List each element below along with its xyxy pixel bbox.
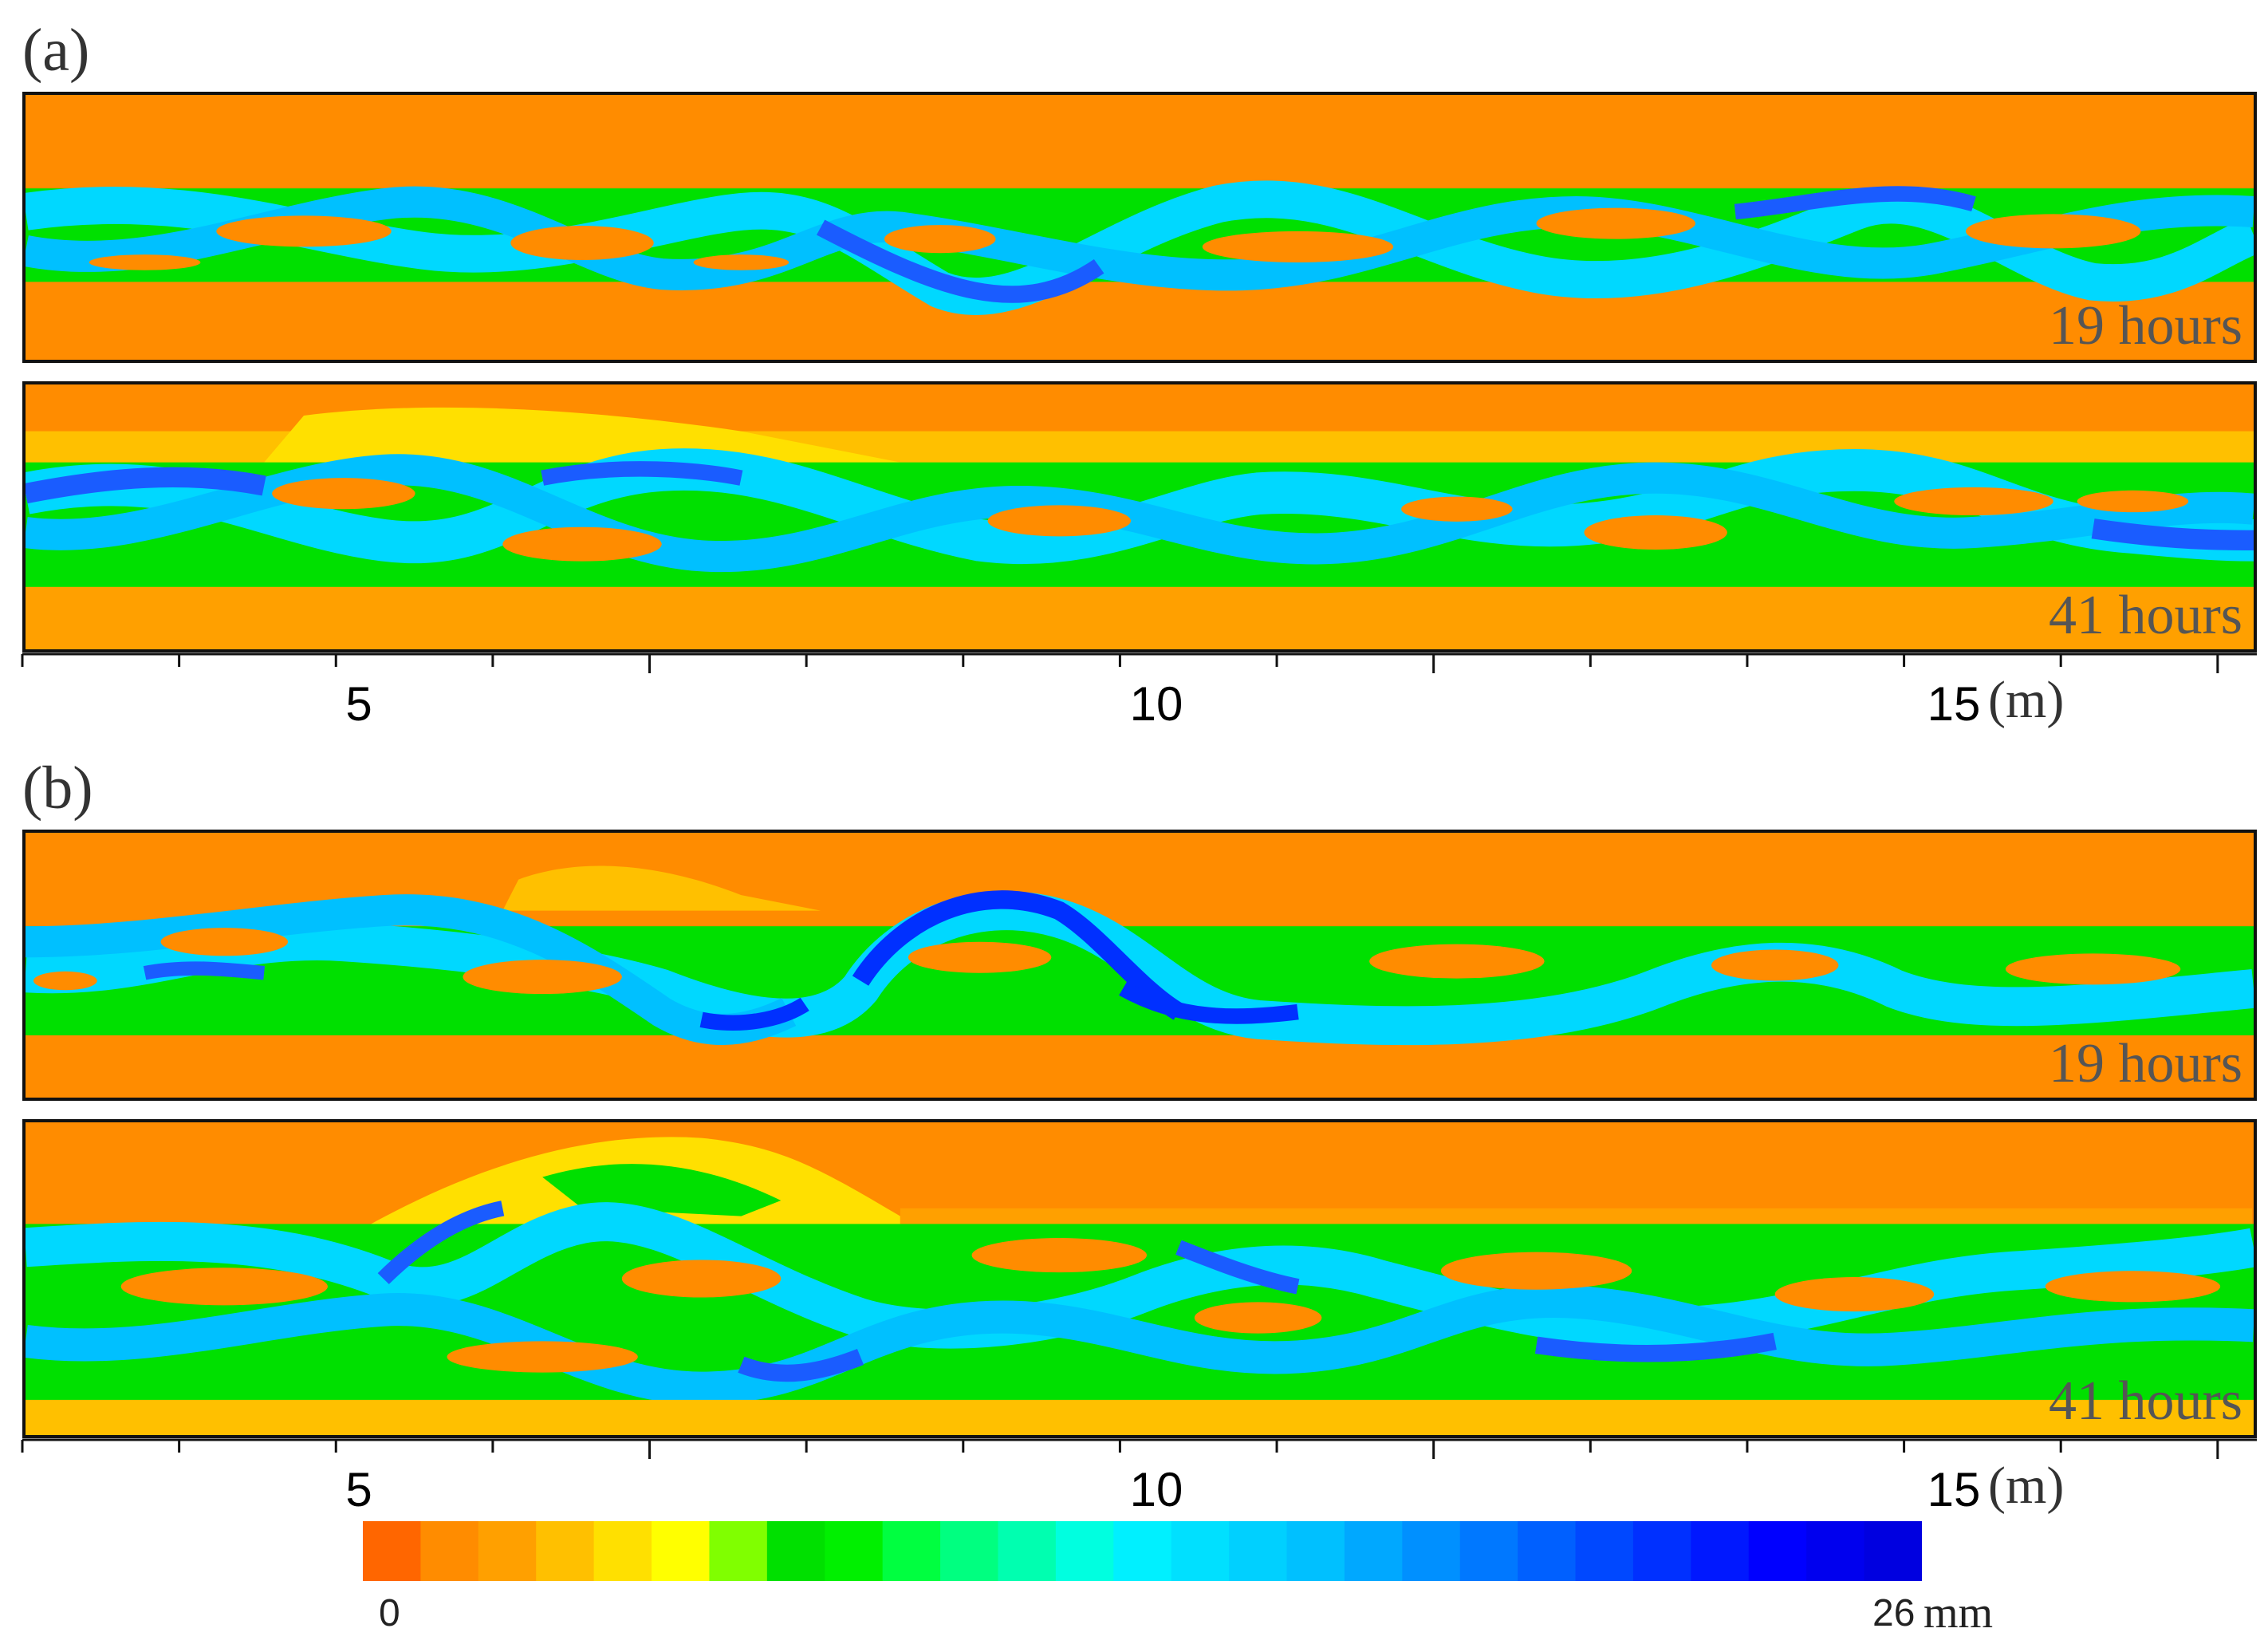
x-axis-a-ticks: [21, 652, 2257, 673]
colorbar-swatch: [363, 1521, 421, 1581]
colorbar-swatch: [1113, 1521, 1172, 1581]
depth-map-b-19h: 19 hours: [22, 830, 2257, 1101]
depth-map-a-19h-graphic: [26, 180, 2254, 315]
colorbar-swatch: [1575, 1521, 1634, 1581]
colorbar-swatch: [1286, 1521, 1345, 1581]
colorbar-swatch: [1518, 1521, 1577, 1581]
colorbar-swatch: [940, 1521, 998, 1581]
x-axis-a: 5 10 15 (m): [21, 652, 2257, 748]
depth-map-a-41h: 41 hours: [22, 381, 2257, 652]
depth-map-b-41h-graphic: [26, 1137, 2254, 1435]
axis-unit-label: (m): [1988, 671, 2065, 729]
tick-label-15: 15: [1927, 1463, 1981, 1516]
time-label: 41 hours: [2048, 1370, 2242, 1432]
tick-label-5: 5: [345, 677, 372, 731]
axis-unit-label: (m): [1988, 1457, 2065, 1515]
colorbar-swatch: [1748, 1521, 1807, 1581]
colorbar-swatch: [1632, 1521, 1691, 1581]
colorbar-swatch: [882, 1521, 941, 1581]
colorbar-swatch: [825, 1521, 884, 1581]
colorbar-swatch: [652, 1521, 710, 1581]
colorbar: [363, 1521, 1923, 1581]
colorbar-swatch: [998, 1521, 1057, 1581]
colorbar-swatch: [1402, 1521, 1461, 1581]
colorbar-swatch: [420, 1521, 479, 1581]
tick-marks: [21, 654, 2219, 673]
time-label: 19 hours: [2048, 295, 2242, 357]
colorbar-swatch: [1229, 1521, 1288, 1581]
x-axis-b-ticks: [21, 1438, 2257, 1459]
time-label: 41 hours: [2048, 585, 2242, 646]
tick-marks: [21, 1440, 2219, 1459]
colorbar-unit-label: mm: [1923, 1588, 1994, 1638]
depth-map-b-19h-graphic: [26, 865, 2254, 1046]
colorbar-swatch: [478, 1521, 537, 1581]
colorbar-swatch: [1055, 1521, 1114, 1581]
colorbar-swatch: [1691, 1521, 1750, 1581]
colorbar-swatch: [593, 1521, 652, 1581]
tick-label-10: 10: [1129, 677, 1183, 731]
colorbar-swatch: [1864, 1521, 1923, 1581]
tick-label-10: 10: [1129, 1463, 1183, 1516]
colorbar-swatch: [1344, 1521, 1403, 1581]
colorbar-max-label: 26: [1872, 1592, 1916, 1634]
time-label: 19 hours: [2048, 1033, 2242, 1094]
x-axis-b: 5 10 15 (m): [21, 1438, 2257, 1534]
colorbar-swatch: [1171, 1521, 1230, 1581]
tick-label-5: 5: [345, 1463, 372, 1516]
depth-map-a-19h: 19 hours: [22, 92, 2257, 363]
panel-label-a: (a): [22, 17, 90, 84]
depth-map-a-41h-graphic: [26, 384, 2254, 649]
colorbar-swatch: [536, 1521, 595, 1581]
colorbar-swatch: [1459, 1521, 1518, 1581]
colorbar-swatch: [1806, 1521, 1865, 1581]
tick-label-15: 15: [1927, 677, 1981, 731]
colorbar-min-label: 0: [379, 1592, 400, 1634]
colorbar-swatches: [363, 1521, 1923, 1581]
panel-label-b: (b): [22, 755, 93, 822]
colorbar-swatch: [709, 1521, 768, 1581]
colorbar-swatch: [766, 1521, 825, 1581]
depth-map-b-41h: 41 hours: [22, 1119, 2257, 1438]
